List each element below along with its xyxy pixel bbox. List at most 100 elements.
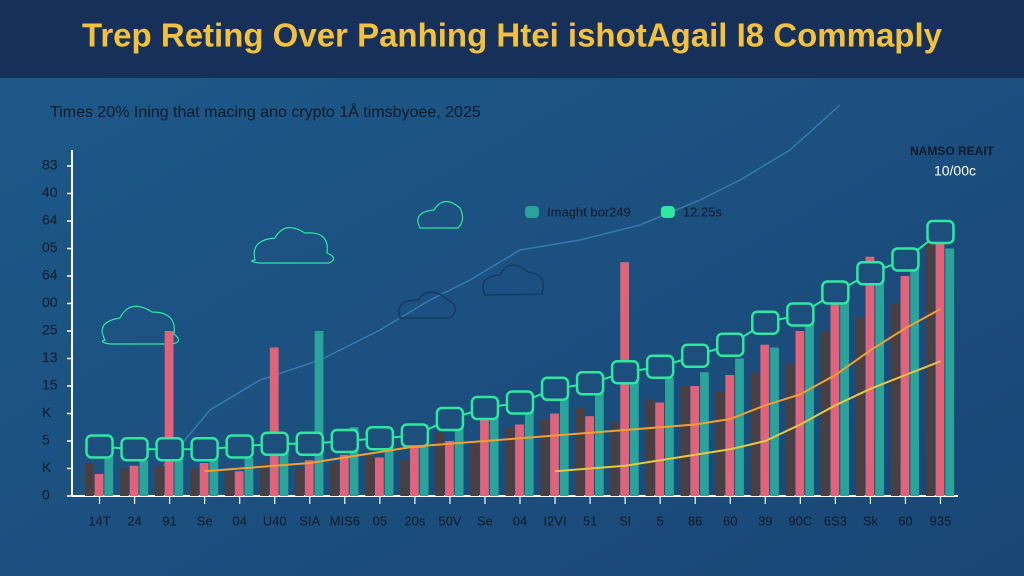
chart-title: Trep Reting Over Panhing Htei ishotAgail…	[82, 17, 943, 54]
box-marker	[470, 395, 500, 421]
bar	[365, 454, 374, 496]
bar	[269, 347, 279, 496]
box-marker	[751, 310, 780, 335]
box-marker	[821, 280, 850, 305]
bar	[155, 465, 164, 496]
bar	[260, 463, 269, 496]
bar	[279, 452, 289, 496]
bar	[910, 259, 920, 496]
x-tick-label: 935	[930, 513, 952, 528]
x-tick-label: I2VI	[543, 513, 566, 528]
bar	[735, 358, 744, 496]
x-tick-label: 20s	[404, 513, 425, 528]
y-tick-label: 05	[42, 239, 58, 255]
decor-cloud	[482, 264, 545, 296]
bar	[760, 344, 770, 496]
bar	[435, 432, 445, 496]
bar	[690, 386, 700, 496]
box-marker	[295, 431, 325, 456]
y-tick-label: K	[42, 459, 52, 475]
box-marker	[715, 332, 745, 357]
bar	[805, 320, 814, 496]
bar	[225, 471, 234, 496]
bar	[700, 372, 709, 496]
bar	[890, 303, 900, 496]
x-tick-label: SIA	[299, 513, 320, 528]
x-tick-label: 14T	[88, 513, 110, 528]
bar	[119, 468, 129, 496]
x-tick-label: 50V	[438, 513, 461, 528]
bar	[84, 463, 94, 496]
box-marker	[856, 261, 885, 286]
x-tick-label: Se	[477, 513, 493, 528]
box-marker	[505, 390, 535, 415]
line	[554, 360, 941, 473]
bar	[304, 460, 314, 496]
bar	[594, 380, 604, 496]
bar	[945, 248, 955, 496]
x-tick-label: 60	[898, 513, 912, 528]
x-tick-label: 04	[232, 513, 246, 528]
bar	[400, 460, 410, 496]
decor-cloud	[417, 200, 464, 229]
decor-cloud	[398, 291, 457, 319]
legend-label: Imaght bor249	[547, 204, 631, 219]
bar	[830, 303, 840, 496]
box-marker	[225, 434, 254, 459]
bar	[419, 424, 429, 496]
bar	[505, 427, 515, 496]
bar	[349, 427, 359, 496]
chart-subtitle: Times 20% Ining that macing ano crypto 1…	[50, 102, 481, 121]
x-tick-label: 91	[162, 513, 176, 528]
box-marker	[435, 406, 465, 432]
bar	[645, 399, 655, 496]
y-tick-label: 13	[42, 349, 58, 365]
bar	[374, 457, 384, 496]
bar	[139, 460, 149, 496]
bar	[384, 435, 394, 496]
x-tick-label: 86	[688, 513, 702, 528]
y-tick-label: 5	[42, 432, 50, 448]
bar	[199, 463, 209, 496]
box-marker	[575, 371, 605, 396]
legend: Imaght bor249 12.25s	[525, 204, 722, 219]
bar	[610, 421, 620, 496]
x-tick-label: 39	[758, 513, 772, 528]
bar	[94, 474, 104, 496]
box-marker	[926, 219, 955, 245]
bar	[585, 416, 594, 496]
bar	[104, 454, 114, 496]
bar	[234, 471, 244, 496]
bar	[680, 386, 690, 496]
bar	[470, 441, 480, 496]
bar	[480, 410, 489, 496]
x-tick-label: 5	[657, 513, 664, 528]
bar	[129, 465, 139, 496]
x-tick-label: Se	[197, 513, 213, 528]
y-tick-label: 0	[42, 487, 50, 503]
decor-cloud	[251, 227, 335, 264]
bar	[795, 331, 805, 496]
title-banner	[0, 0, 1024, 78]
box-marker	[786, 302, 815, 327]
bar	[244, 457, 254, 496]
box-marker	[400, 423, 430, 448]
legend-swatch	[660, 206, 675, 218]
bar	[655, 402, 665, 496]
box-marker	[645, 354, 675, 379]
box-marker	[260, 431, 289, 456]
bar	[209, 452, 219, 496]
x-tick-label: 05	[373, 513, 387, 528]
y-tick-label: 83	[42, 157, 58, 173]
bar	[935, 232, 945, 496]
bar	[925, 243, 935, 496]
box-marker	[85, 434, 114, 459]
bar	[629, 369, 639, 496]
bar	[339, 454, 349, 496]
y-tick-label: 40	[42, 184, 58, 200]
box-marker	[680, 343, 710, 368]
bar	[550, 413, 559, 496]
bar	[820, 331, 830, 496]
x-tick-label: 60	[723, 513, 737, 528]
bar	[875, 270, 885, 496]
